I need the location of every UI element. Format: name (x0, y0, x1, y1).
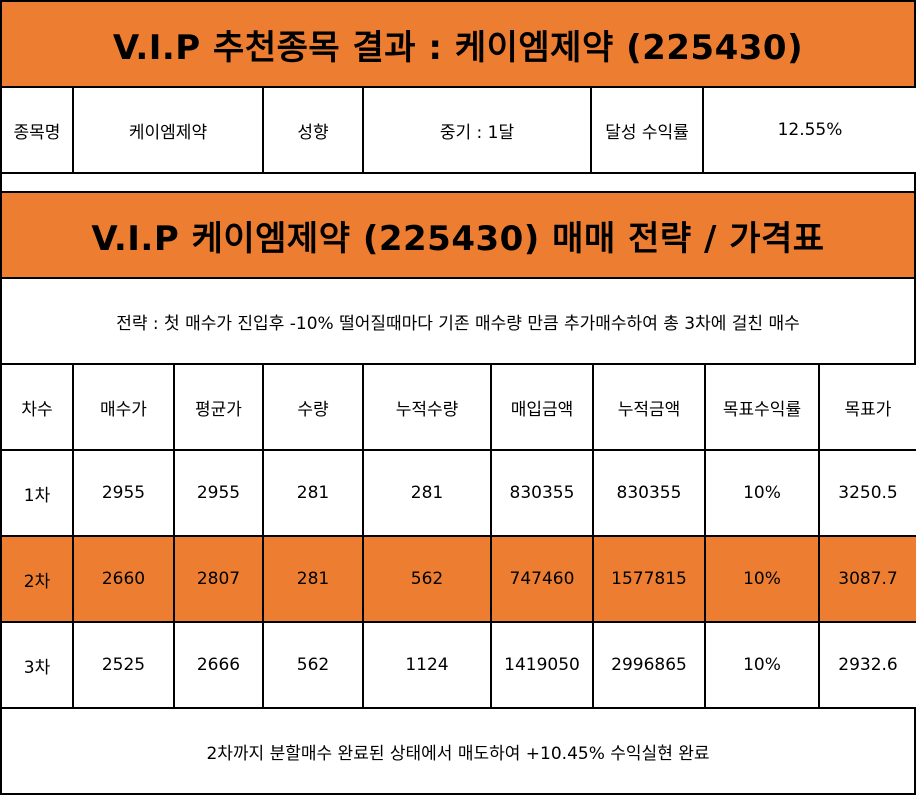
strategy-title: V.I.P 케이엠제약 (225430) 매매 전략 / 가격표 (91, 218, 825, 259)
quantity-cell: 281 (262, 535, 364, 623)
table-row-highlighted: 2차 2660 2807 281 562 747460 1577815 10% … (0, 535, 916, 623)
strategy-text: 전략 : 첫 매수가 진입후 -10% 떨어질때마다 기존 매수량 만큼 추가매… (116, 313, 800, 334)
table-row: 1차 2955 2955 281 281 830355 830355 10% 3… (0, 449, 916, 537)
buy-amount-cell: 830355 (490, 449, 594, 537)
buy-price-cell: 2525 (72, 621, 175, 709)
avg-price-cell: 2666 (173, 621, 264, 709)
quantity-cell: 562 (262, 621, 364, 709)
target-rate-cell: 10% (704, 621, 820, 709)
header-buy-price: 매수가 (72, 363, 175, 451)
target-price-cell: 3087.7 (818, 535, 916, 623)
quantity-cell: 281 (262, 449, 364, 537)
cum-quantity-cell: 562 (362, 535, 492, 623)
header-cum-amount: 누적금액 (592, 363, 706, 451)
spacer-row (0, 172, 916, 193)
strategy-title-banner: V.I.P 케이엠제약 (225430) 매매 전략 / 가격표 (0, 191, 916, 279)
round-cell: 3차 (0, 621, 74, 709)
round-cell: 2차 (0, 535, 74, 623)
stock-type-label: 성향 (262, 86, 364, 174)
target-rate-cell: 10% (704, 449, 820, 537)
result-summary-text: 2차까지 분할매수 완료된 상태에서 매도하여 +10.45% 수익실현 완료 (206, 743, 710, 764)
result-summary: 2차까지 분할매수 완료된 상태에서 매도하여 +10.45% 수익실현 완료 (0, 707, 916, 795)
header-buy-amount: 매입금액 (490, 363, 594, 451)
buy-price-cell: 2660 (72, 535, 175, 623)
profit-rate-value: 12.55% (702, 86, 916, 174)
avg-price-cell: 2955 (173, 449, 264, 537)
cum-quantity-cell: 1124 (362, 621, 492, 709)
buy-amount-cell: 1419050 (490, 621, 594, 709)
avg-price-cell: 2807 (173, 535, 264, 623)
table-row: 3차 2525 2666 562 1124 1419050 2996865 10… (0, 621, 916, 709)
header-cum-quantity: 누적수량 (362, 363, 492, 451)
cum-quantity-cell: 281 (362, 449, 492, 537)
stock-name-value: 케이엠제약 (72, 86, 264, 174)
header-target-rate: 목표수익률 (704, 363, 820, 451)
round-cell: 1차 (0, 449, 74, 537)
profit-rate-label: 달성 수익률 (590, 86, 704, 174)
cum-amount-cell: 830355 (592, 449, 706, 537)
result-title: V.I.P 추천종목 결과 : 케이엠제약 (225430) (112, 27, 804, 68)
stock-name-label: 종목명 (0, 86, 74, 174)
header-round: 차수 (0, 363, 74, 451)
table-header-row: 차수 매수가 평균가 수량 누적수량 매입금액 누적금액 목표수익률 목표가 (0, 363, 916, 451)
header-target-price: 목표가 (818, 363, 916, 451)
buy-amount-cell: 747460 (490, 535, 594, 623)
cum-amount-cell: 1577815 (592, 535, 706, 623)
buy-price-cell: 2955 (72, 449, 175, 537)
header-quantity: 수량 (262, 363, 364, 451)
cum-amount-cell: 2996865 (592, 621, 706, 709)
header-avg-price: 평균가 (173, 363, 264, 451)
stock-type-value: 중기 : 1달 (362, 86, 592, 174)
target-rate-cell: 10% (704, 535, 820, 623)
target-price-cell: 3250.5 (818, 449, 916, 537)
trade-price-table: 차수 매수가 평균가 수량 누적수량 매입금액 누적금액 목표수익률 목표가 1… (0, 363, 916, 709)
target-price-cell: 2932.6 (818, 621, 916, 709)
strategy-description: 전략 : 첫 매수가 진입후 -10% 떨어질때마다 기존 매수량 만큼 추가매… (0, 277, 916, 365)
stock-info-table: 종목명 케이엠제약 성향 중기 : 1달 달성 수익률 12.55% (0, 86, 916, 174)
result-title-banner: V.I.P 추천종목 결과 : 케이엠제약 (225430) (0, 0, 916, 88)
